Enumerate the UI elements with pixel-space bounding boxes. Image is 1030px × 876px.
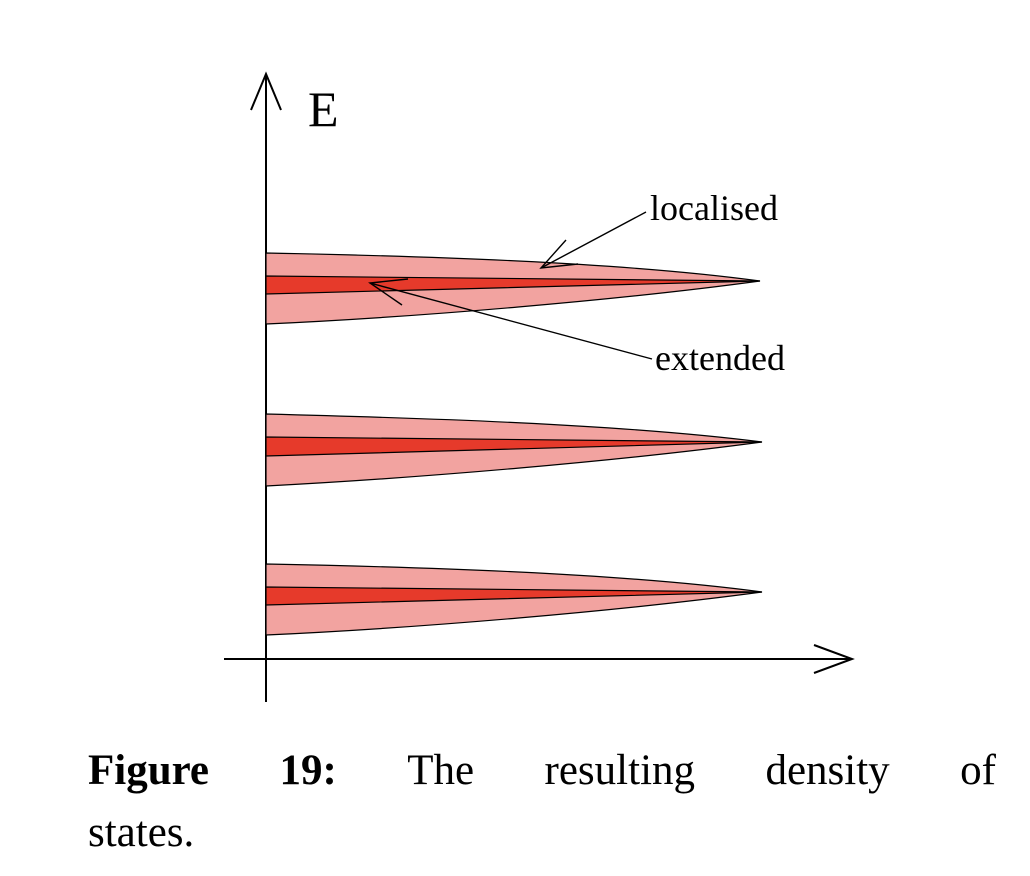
- caption-line-1: Figure 19: The resulting density of: [88, 740, 996, 802]
- caption-figure-label: Figure: [88, 747, 210, 794]
- density-axis-arrowhead: [813, 644, 855, 674]
- band-top: [265, 252, 761, 325]
- band-bottom: [265, 563, 763, 636]
- caption-word-resulting: resulting: [544, 747, 696, 794]
- caption-word-the: The: [407, 747, 475, 794]
- energy-axis-arrowhead: [250, 71, 282, 111]
- localised-pointer-arrow: [539, 211, 647, 269]
- caption-figure-number: 19:: [279, 747, 337, 794]
- caption-line-2: states.: [88, 802, 996, 864]
- figure-caption: Figure 19: The resulting density of stat…: [88, 740, 996, 864]
- extended-label: extended: [655, 338, 785, 378]
- band-middle-extended-region: [265, 436, 763, 457]
- band-middle: [265, 413, 763, 487]
- caption-word-states: states.: [88, 809, 195, 856]
- energy-axis-label: E: [308, 81, 339, 137]
- band-bottom-extended-region: [265, 586, 763, 606]
- localised-label: localised: [650, 188, 778, 228]
- caption-word-of: of: [960, 747, 996, 794]
- caption-word-density: density: [765, 747, 890, 794]
- extended-pointer-arrow: [368, 278, 653, 360]
